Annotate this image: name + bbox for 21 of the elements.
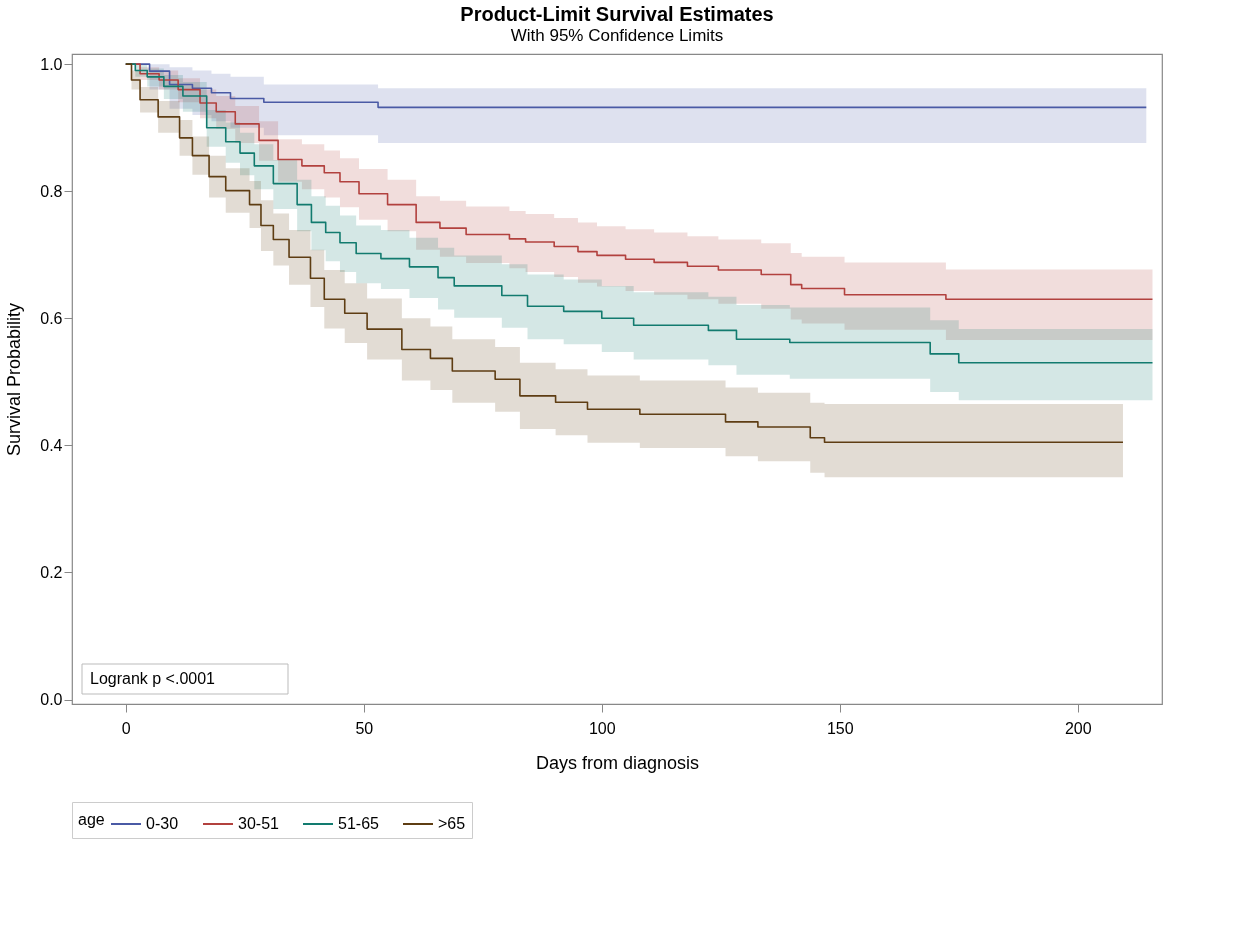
x-tick-label: 50 [355,719,374,737]
y-tick-label: 0.2 [40,563,63,581]
chart-subtitle: With 95% Confidence Limits [510,26,724,45]
legend-label: 51-65 [338,815,380,832]
y-tick-label: 0.4 [40,436,63,454]
legend-label: >65 [438,815,466,832]
x-axis-title: Days from diagnosis [535,752,700,773]
chart-title: Product-Limit Survival Estimates [460,3,774,25]
x-tick-label: 150 [826,719,854,737]
x-tick-label: 200 [1064,719,1092,737]
annotation: Logrank p <.0001 [90,670,216,687]
x-tick-label: 0 [121,719,131,737]
x-tick-label: 100 [588,719,616,737]
y-tick-label: 1.0 [40,55,63,73]
y-axis-title: Survival Probability [4,302,25,457]
y-tick-label: 0.6 [40,309,63,327]
legend-label: 30-51 [238,815,280,832]
legend-title: age [78,811,105,828]
y-tick-label: 0.8 [40,182,63,200]
legend-label: 0-30 [146,815,179,832]
y-tick-label: 0.0 [40,691,63,709]
